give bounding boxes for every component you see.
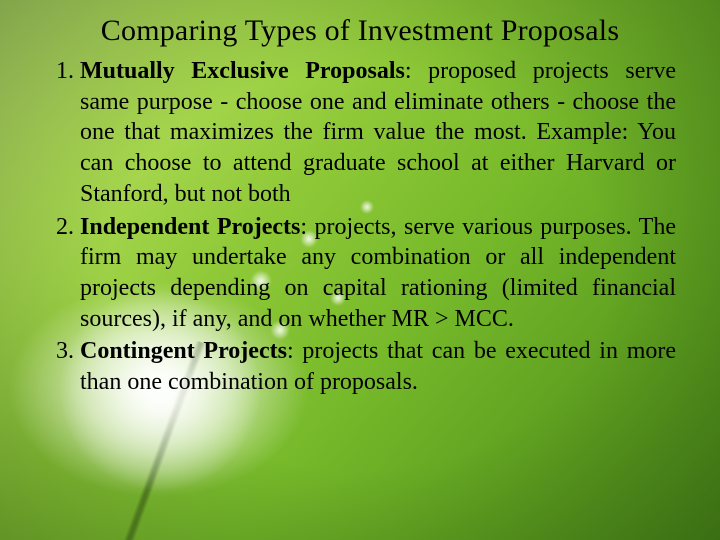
term: Mutually Exclusive Proposals <box>80 58 405 84</box>
slide: Comparing Types of Investment Proposals … <box>0 0 720 540</box>
proposal-list: Mutually Exclusive Proposals: proposed p… <box>30 56 690 398</box>
list-item: Contingent Projects: projects that can b… <box>80 336 680 397</box>
list-item: Mutually Exclusive Proposals: proposed p… <box>80 56 680 210</box>
list-item: Independent Projects: projects, serve va… <box>80 212 680 335</box>
term: Independent Projects <box>80 214 300 240</box>
content-area: Comparing Types of Investment Proposals … <box>0 0 720 398</box>
slide-title: Comparing Types of Investment Proposals <box>30 14 690 48</box>
term: Contingent Projects <box>80 338 287 364</box>
